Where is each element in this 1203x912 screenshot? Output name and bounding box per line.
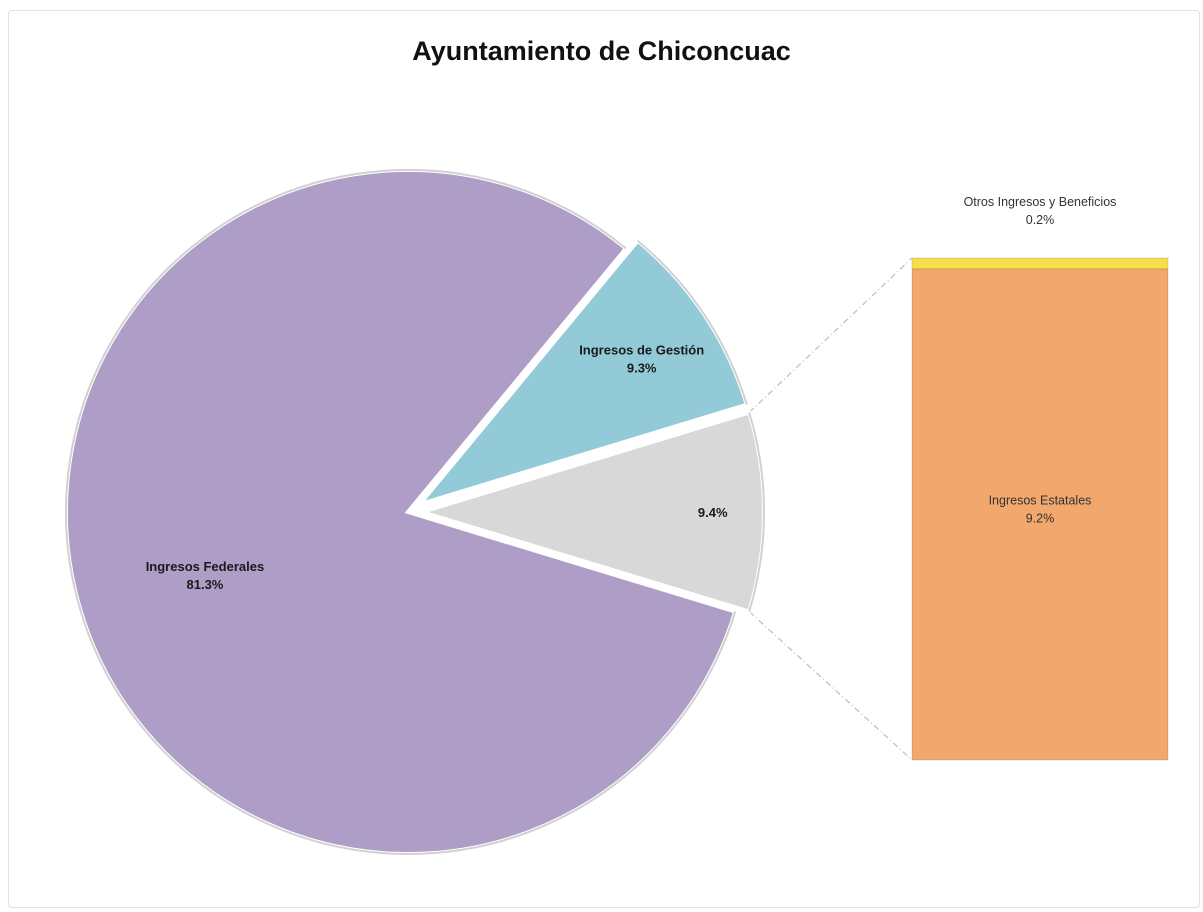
data-label-ingresos-de-gestion: Ingresos de Gestión 9.3% bbox=[579, 342, 704, 375]
connector-line-top bbox=[748, 257, 913, 413]
bar-segment-ingresos-estatales bbox=[911, 268, 1169, 761]
bar-label-otros-ingresos-y-beneficios: Otros Ingresos y Beneficios 0.2% bbox=[964, 195, 1117, 227]
bar-segment-otros-ingresos-y-beneficios bbox=[911, 257, 1169, 270]
bar-label-ingresos-estatales: Ingresos Estatales 9.2% bbox=[989, 494, 1092, 526]
pie-slice-rim bbox=[65, 169, 737, 855]
data-label-combined: 9.4% bbox=[698, 505, 728, 520]
pie-slice-ingresos-federales bbox=[64, 168, 738, 856]
pie-slice-ingresos-de-gestion bbox=[413, 237, 750, 509]
pie-slice-rim bbox=[637, 239, 748, 405]
chart-title: Ayuntamiento de Chiconcuac bbox=[412, 36, 791, 66]
connector-line-bottom bbox=[748, 611, 913, 761]
data-label-ingresos-federales: Ingresos Federales 81.3% bbox=[146, 559, 265, 592]
pie-slice-combined bbox=[415, 409, 766, 615]
pie-slice-rim bbox=[748, 412, 765, 612]
